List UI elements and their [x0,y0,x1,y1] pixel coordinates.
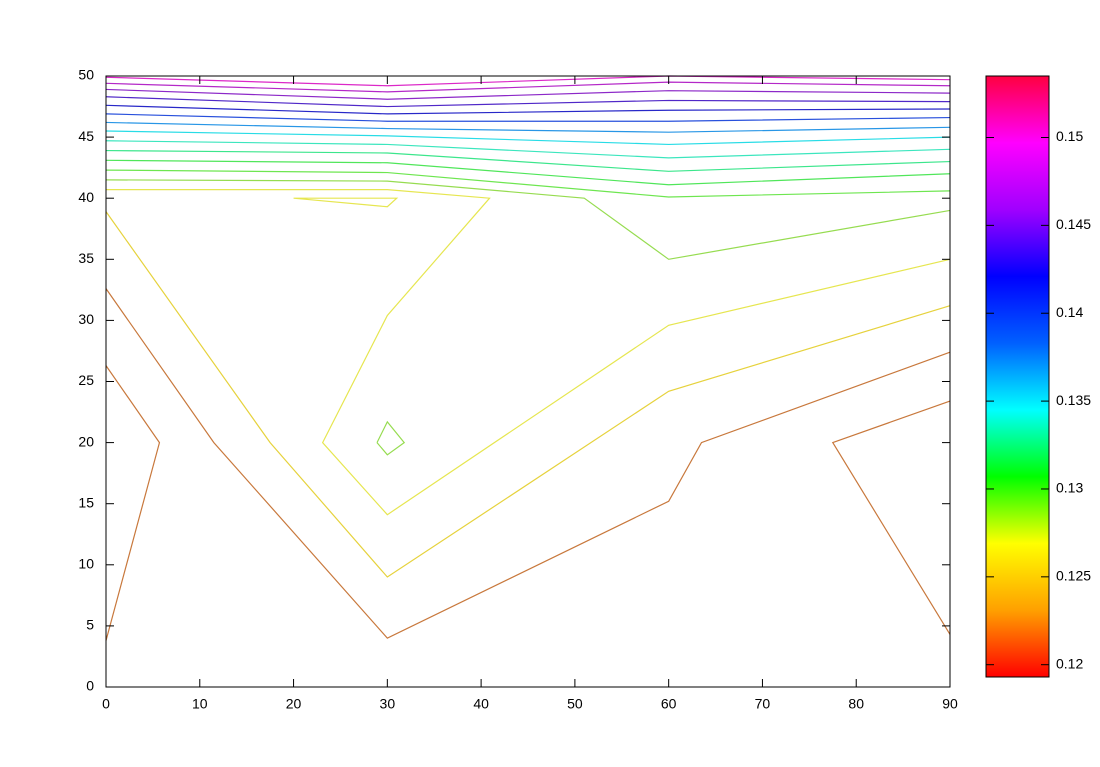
x-tick-label: 10 [192,696,208,712]
y-tick-label: 30 [78,311,94,327]
plot-frame [105,75,951,688]
x-tick-label: 30 [380,696,396,712]
colorbar-tick-label: 0.14 [1056,304,1083,320]
contour-line [105,179,951,260]
y-tick-label: 5 [86,617,94,633]
colorbar [985,75,1050,678]
contour-line [105,288,951,639]
contour-line [105,159,951,186]
contour-line [293,197,399,208]
colorbar-tick-label: 0.135 [1056,392,1091,408]
contour-line [376,420,406,456]
x-tick-label: 80 [848,696,864,712]
colorbar-tick-label: 0.12 [1056,655,1083,671]
contour-line [105,169,951,198]
contour-line [106,189,951,516]
x-tick-label: 40 [473,696,489,712]
y-tick-label: 25 [78,372,94,388]
contour-line [105,96,951,108]
colorbar-tick-label: 0.13 [1056,480,1083,496]
y-tick-label: 50 [78,67,94,83]
colorbar-tick-label: 0.15 [1056,128,1083,144]
contour-line [105,211,951,578]
x-tick-label: 20 [286,696,302,712]
contour-line [105,130,951,146]
contour-line [105,365,161,641]
x-tick-label: 90 [942,696,958,712]
contour-line [105,113,951,122]
contour-line [105,88,951,100]
contour-line [105,104,951,115]
y-tick-label: 20 [78,433,94,449]
y-tick-label: 10 [78,556,94,572]
x-tick-label: 50 [567,696,583,712]
colorbar-tick-label: 0.145 [1056,216,1091,232]
contour-line [105,75,951,87]
contour-line [105,121,951,133]
y-tick-label: 35 [78,250,94,266]
y-tick-label: 45 [78,128,94,144]
x-tick-label: 70 [755,696,771,712]
colorbar-tick-label: 0.125 [1056,568,1091,584]
x-tick-label: 60 [661,696,677,712]
y-tick-label: 15 [78,494,94,510]
contour-line [105,149,951,172]
contour-line [105,81,951,93]
contour-line [105,140,951,159]
x-tick-label: 0 [102,696,110,712]
contour-line [831,400,951,635]
y-tick-label: 0 [86,678,94,694]
y-tick-label: 40 [78,189,94,205]
